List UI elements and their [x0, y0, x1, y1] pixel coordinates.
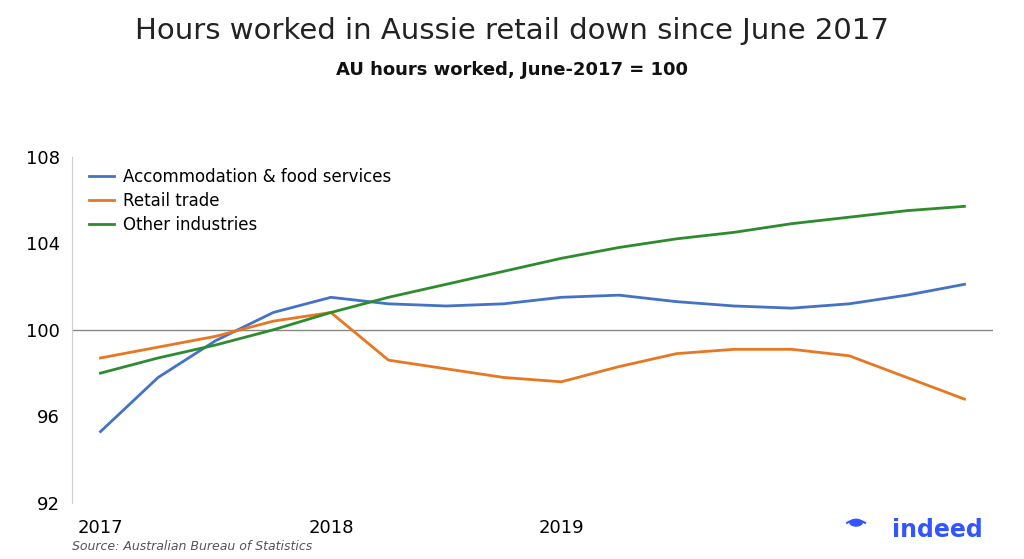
- Circle shape: [850, 519, 862, 526]
- Text: Hours worked in Aussie retail down since June 2017: Hours worked in Aussie retail down since…: [135, 17, 889, 45]
- Other industries: [901, 207, 913, 214]
- Other industries: [210, 342, 222, 348]
- Accommodation & food services: [94, 428, 106, 435]
- Other industries: [267, 326, 280, 333]
- Accommodation & food services: [901, 292, 913, 299]
- Retail trade: [843, 352, 855, 359]
- Other industries: [958, 203, 971, 210]
- Retail trade: [612, 363, 625, 370]
- Accommodation & food services: [843, 300, 855, 307]
- Other industries: [612, 244, 625, 251]
- Legend: Accommodation & food services, Retail trade, Other industries: Accommodation & food services, Retail tr…: [89, 168, 391, 234]
- Retail trade: [728, 346, 740, 353]
- Other industries: [671, 235, 683, 242]
- Retail trade: [210, 333, 222, 340]
- Line: Accommodation & food services: Accommodation & food services: [100, 285, 965, 432]
- Retail trade: [94, 354, 106, 361]
- Other industries: [325, 309, 337, 316]
- Accommodation & food services: [785, 305, 798, 311]
- Other industries: [94, 369, 106, 376]
- Accommodation & food services: [958, 281, 971, 288]
- Retail trade: [958, 396, 971, 402]
- Other industries: [152, 354, 164, 361]
- Retail trade: [267, 318, 280, 324]
- Retail trade: [498, 374, 510, 381]
- Accommodation & food services: [152, 374, 164, 381]
- Accommodation & food services: [382, 300, 394, 307]
- Other industries: [498, 268, 510, 274]
- Accommodation & food services: [325, 294, 337, 301]
- Accommodation & food services: [267, 309, 280, 316]
- Other industries: [440, 281, 453, 288]
- Other industries: [843, 214, 855, 220]
- Accommodation & food services: [555, 294, 567, 301]
- Text: indeed: indeed: [892, 518, 983, 542]
- Accommodation & food services: [728, 302, 740, 309]
- Accommodation & food services: [612, 292, 625, 299]
- Retail trade: [785, 346, 798, 353]
- Retail trade: [152, 344, 164, 350]
- Retail trade: [555, 378, 567, 385]
- Accommodation & food services: [498, 300, 510, 307]
- Other industries: [785, 220, 798, 227]
- Text: Source: Australian Bureau of Statistics: Source: Australian Bureau of Statistics: [72, 541, 312, 553]
- Accommodation & food services: [210, 337, 222, 344]
- Line: Other industries: Other industries: [100, 206, 965, 373]
- Line: Retail trade: Retail trade: [100, 312, 965, 399]
- Accommodation & food services: [440, 302, 453, 309]
- Other industries: [728, 229, 740, 236]
- Retail trade: [671, 350, 683, 357]
- Retail trade: [901, 374, 913, 381]
- Retail trade: [440, 366, 453, 372]
- Other industries: [555, 255, 567, 262]
- Text: AU hours worked, June-2017 = 100: AU hours worked, June-2017 = 100: [336, 61, 688, 79]
- Accommodation & food services: [671, 299, 683, 305]
- Other industries: [382, 294, 394, 301]
- Retail trade: [325, 309, 337, 316]
- Retail trade: [382, 357, 394, 363]
